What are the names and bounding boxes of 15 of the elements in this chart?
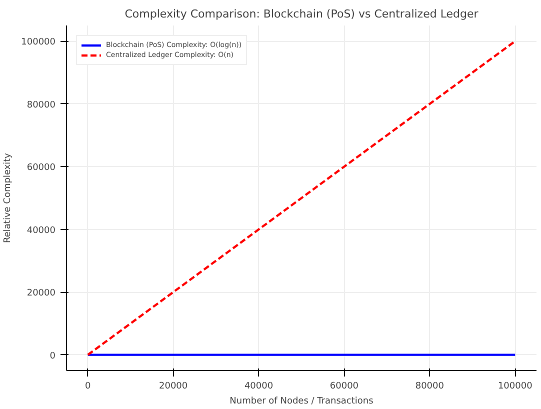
x-tick-label: 60000 [330,382,359,392]
y-tick-label: 100000 [21,38,56,48]
y-tick-label: 80000 [26,100,56,110]
y-tick-label: 0 [50,351,56,362]
y-tick-label: 60000 [26,163,56,174]
y-tick-label: 20000 [26,288,56,299]
x-tick-label: 20000 [159,382,188,392]
y-tick-label: 40000 [26,226,56,236]
x-tick-label: 0 [85,382,91,392]
y-axis-title: Relative Complexity [3,152,14,243]
chart-title: Complexity Comparison: Blockchain (PoS) vs Centralized Ledger [124,8,479,20]
x-axis-title: Number of Nodes / Transactions [230,396,374,406]
x-tick-label: 100000 [498,382,533,392]
x-tick-label: 80000 [415,382,444,392]
x-tick-label: 40000 [244,382,274,392]
